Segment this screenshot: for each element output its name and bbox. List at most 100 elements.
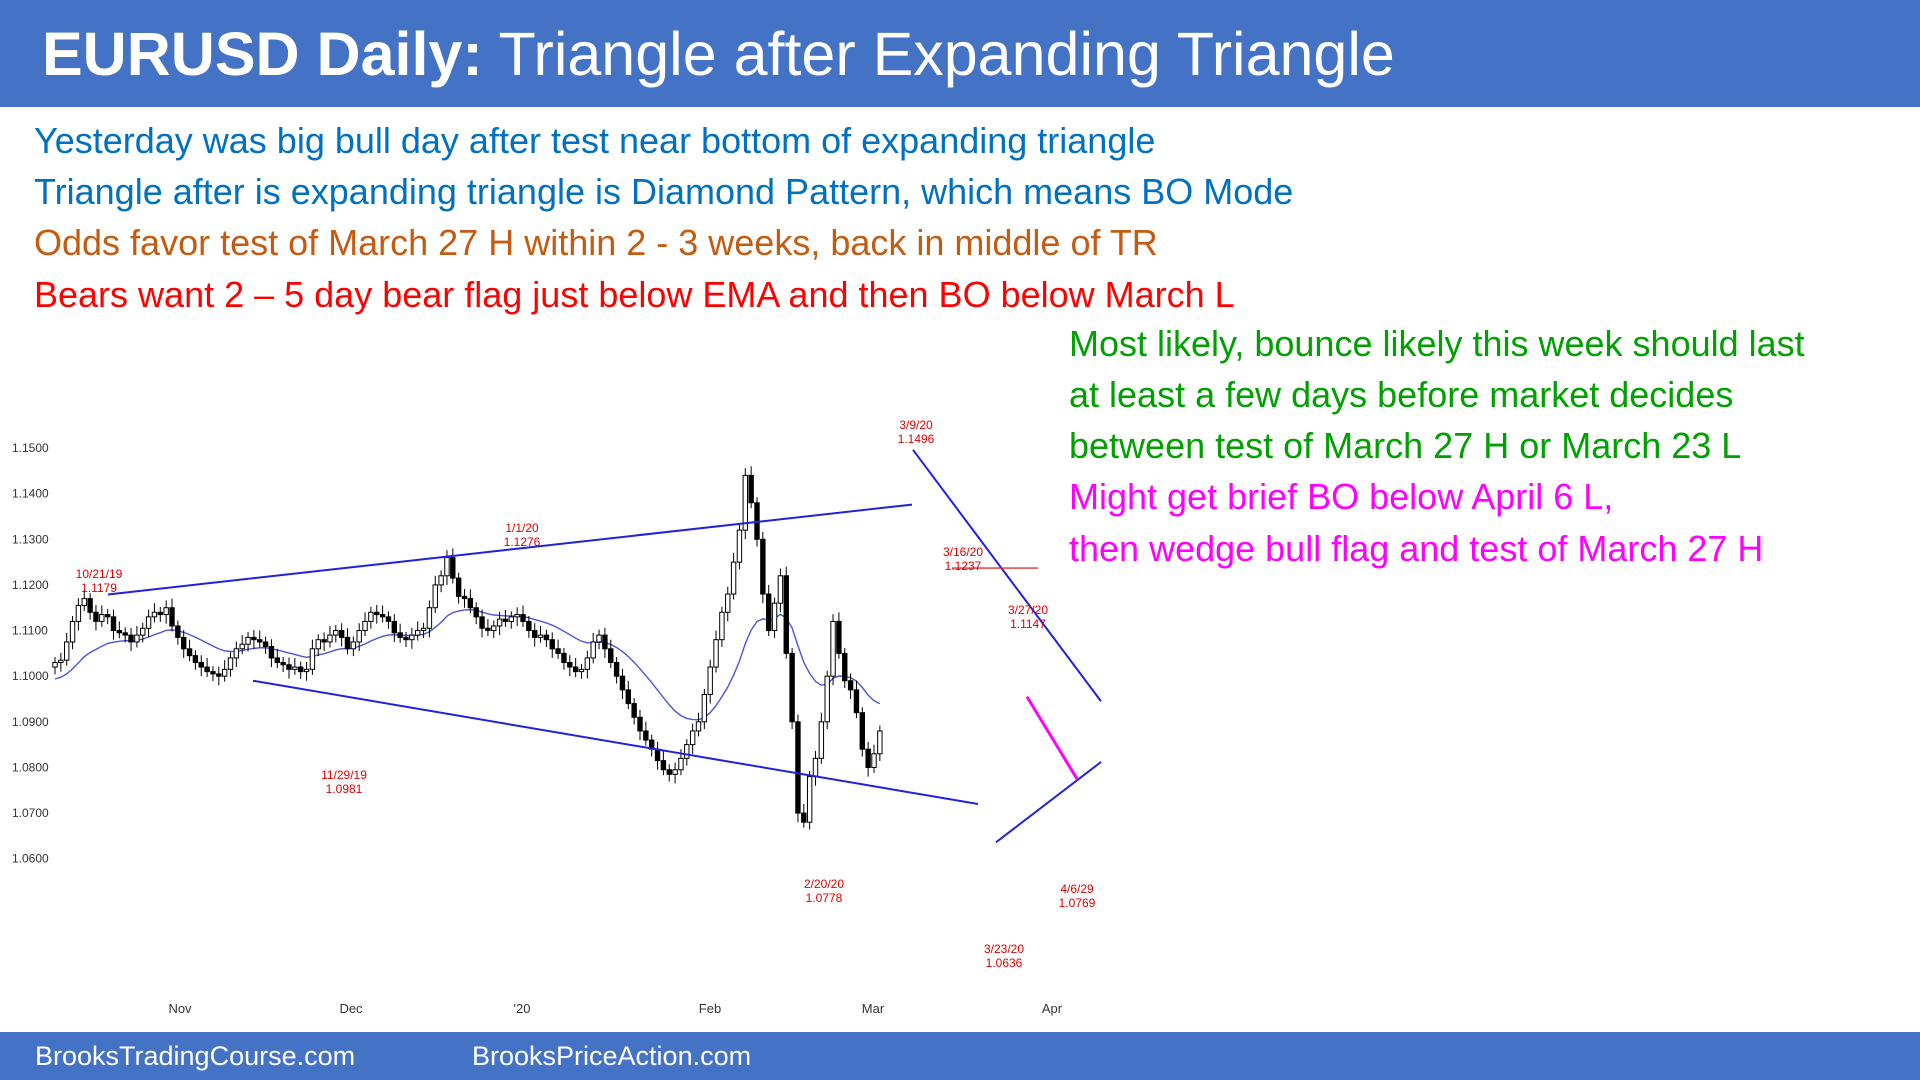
candle-bear xyxy=(379,614,386,618)
candle-bear xyxy=(198,661,204,668)
candle-bull xyxy=(140,627,146,636)
candle-bull xyxy=(584,657,591,670)
commentary-line-8: Might get brief BO below April 6 L, xyxy=(1069,476,1614,517)
candle-bear xyxy=(654,748,661,762)
x-tick-label: Dec xyxy=(339,1001,363,1016)
candle-bull xyxy=(420,627,427,632)
candle-bull xyxy=(444,557,450,577)
commentary-line-6: at least a few days before market decide… xyxy=(1069,374,1734,415)
candle-bear xyxy=(280,661,286,666)
candle-bear xyxy=(116,630,123,634)
title-description: Triangle after Expanding Triangle xyxy=(482,20,1395,88)
candle-bear xyxy=(561,652,567,663)
candle-bear xyxy=(666,769,672,775)
trendline xyxy=(995,761,1102,844)
y-tick-label: 1.1200 xyxy=(12,578,49,592)
label-price: 1.0778 xyxy=(806,891,843,905)
candle-bull xyxy=(151,611,158,618)
label-price: 1.0636 xyxy=(986,956,1023,970)
candle-bull xyxy=(327,634,333,643)
label-price: 1.1147 xyxy=(1010,617,1046,631)
label-date: 11/29/19 xyxy=(321,768,367,782)
candle-bear xyxy=(485,627,491,632)
footer-site-left[interactable]: BrooksTradingCourse.com xyxy=(35,1041,356,1071)
candle-bull xyxy=(99,614,105,622)
candle-bull xyxy=(701,693,708,723)
candle-bull xyxy=(596,634,602,643)
candle-bull xyxy=(64,641,70,661)
candle-bear xyxy=(619,675,626,691)
candle-bear xyxy=(859,712,865,750)
candle-bear xyxy=(853,689,860,714)
candle-bull xyxy=(812,757,819,778)
candle-bear xyxy=(473,607,479,618)
candle-bull xyxy=(134,634,140,643)
commentary-line-5: Most likely, bounce likely this week sho… xyxy=(1069,323,1805,364)
x-tick-label: Nov xyxy=(168,1001,192,1016)
commentary-line-7: between test of March 27 H or March 23 L xyxy=(1069,425,1742,466)
footer-site-right[interactable]: BrooksPriceAction.com xyxy=(472,1041,752,1071)
candle-bear xyxy=(637,716,643,732)
candle-bear xyxy=(625,689,631,705)
candle-bull xyxy=(818,721,825,759)
label-date: 4/6/29 xyxy=(1060,882,1094,896)
candle-bear xyxy=(403,636,409,641)
candle-bear xyxy=(110,616,117,632)
candle-bear xyxy=(186,648,193,657)
candle-bull xyxy=(719,611,725,641)
candle-bear xyxy=(608,648,614,663)
candle-bear xyxy=(455,577,462,597)
candle-bull xyxy=(590,641,596,659)
candle-bull xyxy=(333,630,339,636)
candle-bear xyxy=(567,661,573,668)
candle-bull xyxy=(309,648,316,670)
candle-bull xyxy=(221,668,228,677)
candle-bull xyxy=(713,639,719,668)
title-symbol: EURUSD Daily: xyxy=(42,20,483,88)
candle-bear xyxy=(181,636,187,650)
label-price: 1.0981 xyxy=(326,782,363,796)
label-price: 1.1276 xyxy=(504,535,541,549)
candle-bear xyxy=(543,634,550,641)
label-date: 3/16/20 xyxy=(943,545,983,559)
ema-line xyxy=(54,608,881,721)
candle-bear xyxy=(450,557,456,579)
commentary-line-9: then wedge bull flag and test of March 2… xyxy=(1069,528,1764,569)
candle-bear xyxy=(157,611,164,616)
candle-bull xyxy=(292,666,298,670)
label-price: 1.1496 xyxy=(898,432,935,446)
footer-bar: BrooksTradingCourse.com BrooksPriceActio… xyxy=(0,1032,1920,1080)
candle-bull xyxy=(69,620,76,643)
candle-bear xyxy=(847,680,854,691)
candle-bull xyxy=(578,668,585,673)
candle-bull xyxy=(75,604,82,622)
eurusd-daily-chart: 1.1500 1.1400 1.1300 1.1200 1.1100 1.1000 1.09… xyxy=(12,418,1102,1016)
candle-bull xyxy=(52,661,58,668)
candle-bull xyxy=(771,602,778,632)
candle-bear xyxy=(192,655,199,663)
trendline xyxy=(107,503,913,596)
candle-bear xyxy=(274,657,281,663)
candle-bear xyxy=(397,632,403,638)
candle-bear xyxy=(298,666,304,673)
label-date: 3/9/20 xyxy=(899,418,933,432)
candle-bull xyxy=(877,730,883,755)
candle-bear xyxy=(660,760,667,771)
commentary-line-1: Yesterday was big bull day after test ne… xyxy=(34,120,1156,161)
candle-bear xyxy=(760,538,766,595)
candle-bear xyxy=(175,625,181,638)
candle-bull xyxy=(508,616,515,622)
candle-bear xyxy=(385,616,392,622)
candle-bull xyxy=(233,648,240,659)
candle-bear xyxy=(216,673,222,677)
candle-bear xyxy=(251,636,257,641)
candle-bear xyxy=(169,607,175,627)
candle-bull xyxy=(777,575,784,604)
candle-bull xyxy=(145,616,152,629)
label-date: 2/20/20 xyxy=(804,877,844,891)
candle-bull xyxy=(806,776,813,823)
candle-bull xyxy=(672,769,678,775)
x-tick-label: Feb xyxy=(699,1001,721,1016)
candle-bull xyxy=(537,634,544,638)
candle-bear xyxy=(257,639,263,643)
